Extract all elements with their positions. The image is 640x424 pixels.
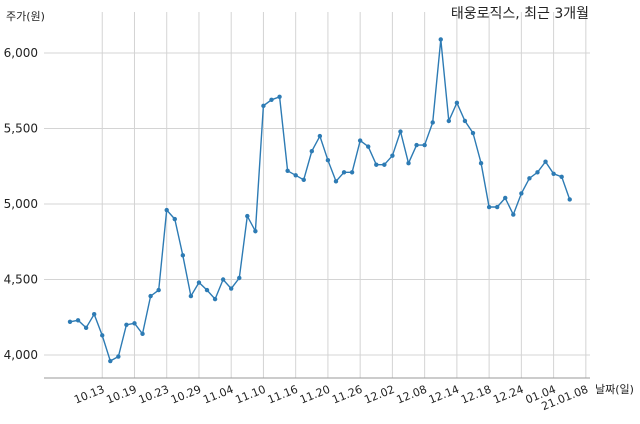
data-point <box>83 325 89 331</box>
x-tick-label: 12.08 <box>395 383 429 407</box>
data-point <box>494 204 500 210</box>
x-tick-label: 11.10 <box>233 383 267 407</box>
data-point <box>317 133 323 139</box>
y-tick-label: 5,000 <box>4 197 38 211</box>
data-point <box>511 212 516 217</box>
data-point <box>100 333 105 338</box>
data-point <box>172 216 177 222</box>
x-axis-label: 날짜(일) <box>595 382 634 396</box>
data-point <box>527 176 532 181</box>
data-point <box>535 170 540 175</box>
x-tick-label: 10.23 <box>137 383 171 407</box>
data-point <box>398 129 403 134</box>
data-point <box>116 354 121 359</box>
data-point <box>124 322 129 327</box>
data-point <box>478 161 484 166</box>
data-point <box>309 148 314 154</box>
data-point <box>156 287 161 293</box>
price-points <box>67 37 572 364</box>
data-point <box>390 153 395 158</box>
data-point <box>293 173 298 178</box>
x-tick-label: 12.24 <box>491 383 525 407</box>
data-point <box>164 207 169 213</box>
data-point <box>132 321 137 326</box>
data-point <box>414 142 419 148</box>
data-point <box>91 312 97 317</box>
data-point <box>148 293 153 299</box>
data-point <box>349 170 355 175</box>
x-tick-label: 12.14 <box>427 383 461 407</box>
data-point <box>196 280 202 285</box>
x-tick-label: 10.29 <box>169 383 203 407</box>
data-point <box>454 100 460 106</box>
data-point <box>567 197 572 202</box>
x-tick-label: 12.18 <box>459 383 493 407</box>
x-tick-label: 11.26 <box>330 383 364 407</box>
data-point <box>446 118 452 124</box>
data-point <box>229 286 234 291</box>
data-point <box>75 318 81 323</box>
price-series-line <box>69 39 571 363</box>
y-tick-labels: 4,000 4,500 5,000 5,500 6,000 <box>4 46 38 362</box>
x-tick-label: 12.02 <box>362 383 396 407</box>
y-tick-label: 4,500 <box>4 273 38 287</box>
data-point <box>519 191 524 196</box>
data-point <box>382 162 387 167</box>
y-tick-label: 4,000 <box>4 348 38 362</box>
data-point <box>67 319 73 324</box>
data-point <box>277 94 282 99</box>
chart-title: 태웅로직스, 최근 3개월 <box>451 6 589 22</box>
data-point <box>438 37 443 42</box>
y-tick-label: 6,000 <box>4 46 38 60</box>
data-point <box>245 213 250 219</box>
data-point <box>374 162 379 167</box>
data-point <box>430 120 435 125</box>
y-tick-label: 5,500 <box>4 122 38 136</box>
data-point <box>462 118 468 124</box>
grid-lines <box>44 12 590 378</box>
data-point <box>269 97 274 103</box>
data-point <box>261 103 266 109</box>
data-point <box>422 142 427 148</box>
data-point <box>220 277 226 282</box>
data-point <box>188 293 194 299</box>
data-point <box>253 228 258 234</box>
data-point <box>470 130 476 136</box>
x-tick-labels: 10.1310.1910.2310.2911.0411.1011.1611.20… <box>72 383 590 413</box>
data-point <box>503 195 508 201</box>
x-tick-label: 10.19 <box>105 383 139 407</box>
data-point <box>341 170 347 175</box>
data-point <box>108 358 113 364</box>
data-point <box>551 171 556 176</box>
data-point <box>366 144 371 149</box>
data-point <box>559 174 564 180</box>
data-point <box>486 204 492 210</box>
data-point <box>357 138 363 143</box>
data-point <box>543 159 548 164</box>
data-point <box>180 253 186 258</box>
x-tick-label: 10.13 <box>72 383 106 407</box>
data-point <box>212 296 218 302</box>
data-point <box>325 158 331 163</box>
y-axis-label: 주가(원) <box>6 10 45 23</box>
data-point <box>406 161 411 166</box>
data-point <box>140 331 145 337</box>
data-point <box>204 287 210 293</box>
data-point <box>333 179 339 184</box>
x-tick-label: 11.20 <box>298 383 332 407</box>
data-point <box>301 177 306 183</box>
x-tick-label: 11.16 <box>266 383 300 407</box>
x-tick-label: 11.04 <box>201 383 235 407</box>
data-point <box>237 275 242 281</box>
data-point <box>285 168 290 173</box>
